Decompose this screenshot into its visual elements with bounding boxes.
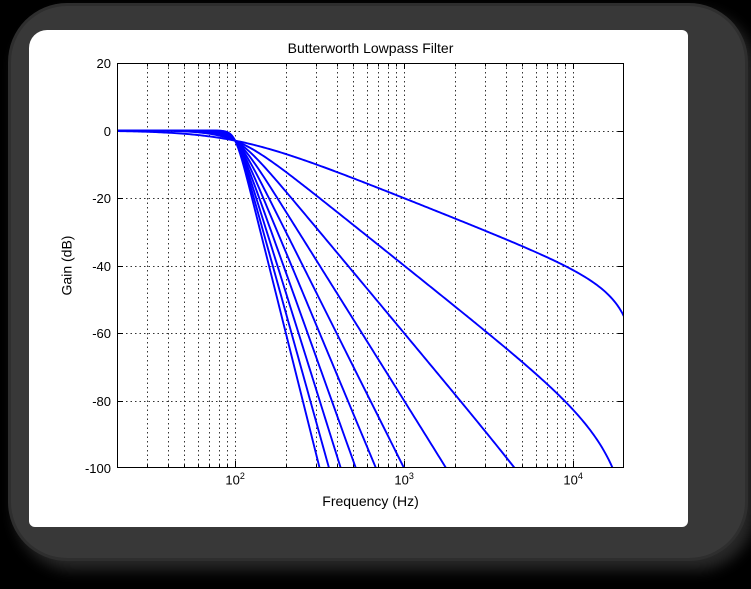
y-tick-label-0: 0 [103,123,111,139]
y-tick-label--20: -20 [92,191,111,206]
x-tick-label-10e4: 104 [549,471,597,488]
response-curve-order-8 [117,129,342,468]
y-tick-label-20: 20 [96,56,111,71]
response-curve-order-4 [117,129,448,468]
x-tick-exponent: 4 [577,471,583,481]
response-curve-order-2 [117,129,614,468]
response-curve-order-10 [117,129,321,468]
x-tick-base: 10 [563,472,578,488]
axes-border [117,63,624,468]
response-curve-order-9 [117,129,330,468]
x-tick-exponent: 3 [408,471,414,481]
chart-title: Butterworth Lowpass Filter [287,40,454,56]
x-tick-base: 10 [225,472,240,488]
x-tick-label-10e3: 103 [380,471,428,488]
y-tick-label--40: -40 [92,258,111,274]
x-axis-label: Frequency (Hz) [322,493,419,509]
plot-area [117,63,624,468]
response-curve-order-1 [117,130,624,317]
x-tick-base: 10 [394,472,409,488]
x-tick-exponent: 2 [239,471,245,481]
y-tick-label--60: -60 [92,326,111,341]
y-tick-label--100: -100 [84,461,111,476]
x-tick-label-10e2: 102 [211,471,259,488]
y-tick-label--80: -80 [92,393,111,409]
curves-group [117,129,624,468]
